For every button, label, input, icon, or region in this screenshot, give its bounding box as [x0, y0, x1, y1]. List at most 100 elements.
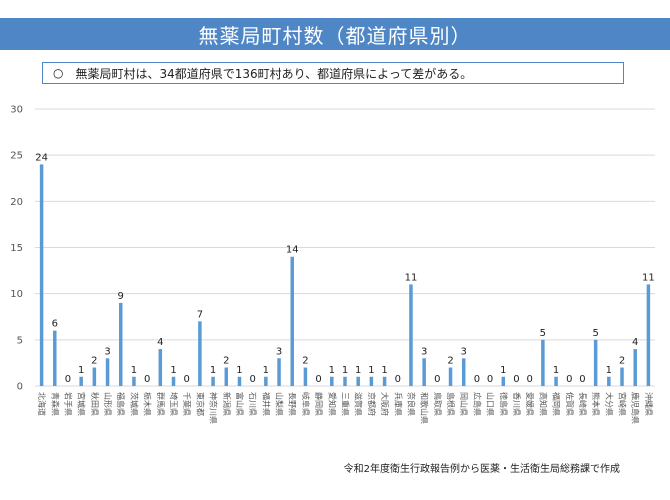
y-tick-label: 25	[10, 151, 23, 162]
category-label: 長野県	[288, 392, 297, 416]
y-tick-label: 10	[10, 289, 23, 300]
bar	[356, 376, 360, 386]
data-label: 1	[355, 365, 361, 376]
data-label: 1	[368, 365, 374, 376]
data-label: 1	[263, 365, 269, 376]
title-banner: 無薬局町村数（都道府県別）	[0, 18, 670, 50]
bar	[264, 376, 268, 386]
data-label: 0	[513, 374, 519, 385]
bar	[158, 349, 163, 386]
data-label: 5	[540, 328, 546, 339]
bar	[303, 367, 308, 386]
category-label: 山口県	[486, 392, 496, 416]
bar	[277, 358, 281, 386]
data-label: 3	[104, 346, 110, 357]
category-label: 三重県	[341, 392, 351, 416]
data-label: 1	[329, 365, 335, 376]
data-label: 11	[642, 272, 655, 283]
bar	[132, 376, 136, 386]
data-label: 1	[500, 365, 506, 376]
data-label: 1	[553, 365, 559, 376]
category-label: 宮城県	[77, 392, 87, 416]
category-label: 福岡県	[552, 392, 561, 416]
category-label: 鳥取県	[433, 392, 443, 416]
y-tick-label: 0	[17, 382, 23, 393]
data-label: 4	[157, 337, 163, 348]
bar	[369, 376, 374, 386]
data-label: 1	[342, 365, 348, 376]
category-label: 沖縄県	[644, 392, 654, 416]
data-label: 0	[526, 374, 532, 385]
category-label: 石川県	[248, 392, 257, 416]
category-label: 長崎県	[578, 392, 588, 416]
data-label: 0	[184, 374, 190, 385]
data-label: 0	[315, 374, 321, 385]
data-label: 0	[434, 374, 440, 385]
category-label: 山形県	[103, 392, 113, 416]
data-label: 14	[286, 245, 299, 256]
category-label: 静岡県	[314, 392, 324, 416]
category-label: 熊本県	[591, 392, 601, 416]
data-label: 3	[276, 346, 282, 357]
bar	[237, 376, 242, 386]
category-label: 島根県	[446, 392, 456, 416]
category-label: 大分県	[604, 392, 614, 416]
category-label: 富山県	[235, 392, 245, 416]
category-label: 兵庫県	[393, 392, 403, 416]
category-label: 千葉県	[182, 392, 192, 416]
bar	[461, 358, 466, 386]
data-label: 0	[65, 374, 71, 385]
category-label: 鹿児島県	[631, 392, 641, 424]
data-label: 0	[579, 374, 585, 385]
data-label: 1	[170, 365, 176, 376]
page-title: 無薬局町村数（都道府県別）	[198, 23, 472, 48]
bar	[343, 376, 347, 386]
category-label: 東京都	[195, 392, 205, 416]
category-label: 高知県	[538, 392, 548, 416]
bar	[171, 376, 176, 386]
bar	[382, 376, 387, 386]
bar	[92, 367, 97, 386]
category-label: 茨城県	[129, 392, 139, 416]
data-label: 1	[78, 365, 84, 376]
bar	[448, 367, 453, 386]
bar	[53, 330, 57, 386]
bar	[646, 284, 651, 386]
category-label: 京都府	[367, 392, 377, 416]
data-label: 3	[421, 346, 427, 357]
category-label: 秋田県	[90, 392, 100, 416]
y-tick-label: 5	[17, 335, 23, 346]
bar	[198, 321, 202, 386]
category-label: 愛媛県	[525, 392, 535, 416]
data-label: 11	[405, 272, 418, 283]
data-label: 2	[223, 356, 229, 367]
data-label: 2	[91, 356, 97, 367]
data-label: 0	[144, 374, 150, 385]
category-label: 佐賀県	[565, 392, 575, 416]
data-label: 0	[249, 374, 255, 385]
category-label: 岡山県	[459, 392, 469, 416]
note-bullet: ○	[53, 66, 64, 80]
category-label: 埼玉県	[169, 392, 179, 416]
data-label: 3	[461, 346, 467, 357]
y-tick-label: 15	[10, 243, 23, 254]
bar	[39, 164, 44, 386]
data-label: 2	[619, 356, 625, 367]
bar	[620, 367, 624, 386]
data-label: 1	[381, 365, 387, 376]
bar	[105, 358, 110, 386]
bar	[501, 376, 506, 386]
data-label: 2	[447, 356, 453, 367]
category-label: 広島県	[472, 392, 482, 416]
category-label: 新潟県	[222, 392, 232, 416]
bar	[118, 302, 123, 386]
bar	[607, 376, 611, 386]
bar	[224, 367, 229, 386]
data-label: 1	[210, 365, 216, 376]
category-label: 福井県	[261, 392, 271, 416]
category-label: 福島県	[116, 392, 126, 416]
bar	[290, 256, 294, 386]
data-label: 1	[131, 365, 137, 376]
data-label: 2	[302, 356, 308, 367]
category-label: 和歌山県	[420, 392, 430, 424]
